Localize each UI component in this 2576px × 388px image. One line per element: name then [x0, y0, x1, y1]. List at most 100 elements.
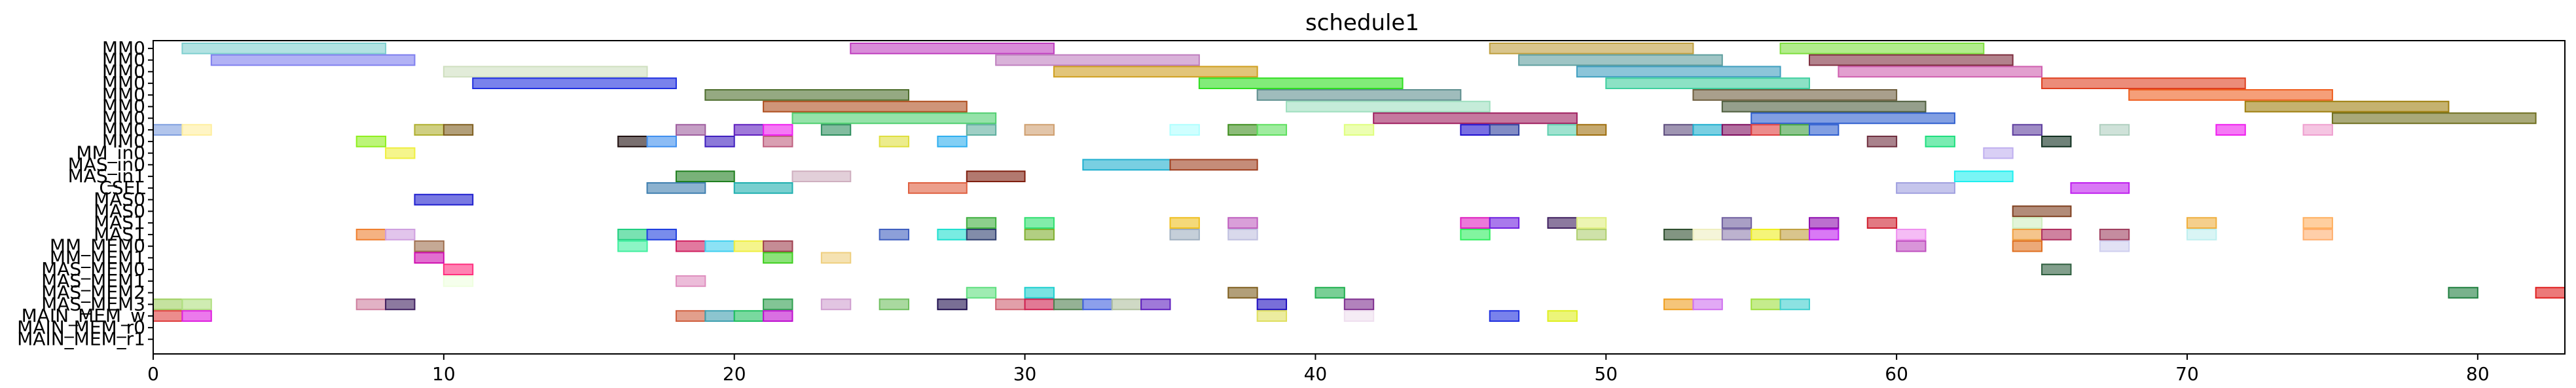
- task-bar: [2012, 240, 2043, 252]
- y-tick-label: MAS_in1: [68, 165, 145, 187]
- task-bar: [1547, 217, 1578, 229]
- task-bar: [1489, 217, 1520, 229]
- y-tick-label: MAIN_MEM_w: [22, 305, 145, 326]
- task-bar: [1227, 124, 1258, 136]
- task-bar: [1024, 298, 1055, 311]
- task-bar: [2012, 217, 2043, 229]
- task-bar: [2012, 205, 2072, 218]
- x-tick-label: 70: [2175, 363, 2199, 385]
- task-bar: [646, 229, 677, 241]
- task-bar: [2186, 229, 2217, 241]
- task-bar: [1925, 136, 1955, 147]
- task-bar: [1751, 229, 1781, 241]
- task-bar: [704, 136, 735, 147]
- task-bar: [414, 193, 474, 206]
- task-bar: [1343, 310, 1375, 322]
- task-bar: [2070, 182, 2130, 194]
- x-tick-label: 10: [432, 363, 456, 385]
- task-bar: [1896, 240, 1927, 252]
- task-bar: [2302, 217, 2333, 229]
- task-bar: [704, 89, 910, 101]
- task-bar: [763, 100, 968, 113]
- task-bar: [1489, 124, 1520, 136]
- task-bar: [1605, 77, 1810, 89]
- y-tick-label: MAS1: [94, 212, 145, 233]
- task-bar: [704, 240, 735, 252]
- x-tick-label: 40: [1304, 363, 1328, 385]
- task-bar: [1227, 217, 1258, 229]
- task-bar: [2128, 89, 2333, 101]
- task-bar: [355, 229, 387, 241]
- task-bar: [2244, 100, 2450, 113]
- task-bar: [2041, 136, 2072, 147]
- task-bar: [2186, 217, 2217, 229]
- row-labels: MM0MM0MM0MM0MM0MM0MM0MM0MM0MM_in0MAS_in0…: [17, 37, 153, 350]
- y-tick-label: MAS_MEM2: [41, 282, 145, 303]
- task-bar: [1576, 124, 1607, 136]
- task-bar: [733, 124, 765, 136]
- task-bar: [1256, 298, 1288, 311]
- task-bar: [763, 252, 793, 264]
- task-bar: [385, 298, 416, 311]
- task-bar: [1721, 124, 1752, 136]
- task-bar: [1169, 159, 1258, 171]
- task-bar: [791, 112, 997, 125]
- task-bar: [1169, 124, 1200, 136]
- task-bar: [820, 252, 852, 264]
- y-tick-label: MAS0: [94, 200, 145, 222]
- task-bar: [1692, 298, 1723, 311]
- task-bar: [733, 240, 765, 252]
- task-bar: [2099, 229, 2130, 241]
- task-bar: [2099, 240, 2130, 252]
- task-bar: [763, 136, 793, 147]
- task-bar: [966, 170, 1026, 182]
- task-bar: [937, 298, 968, 311]
- task-bar: [763, 124, 793, 136]
- task-bar: [995, 54, 1200, 66]
- task-bar: [181, 310, 212, 322]
- task-bar: [820, 124, 852, 136]
- task-bar: [820, 298, 852, 311]
- task-bar: [1953, 170, 2014, 182]
- task-bar: [966, 217, 997, 229]
- y-tick-label: MM_in0: [76, 142, 145, 164]
- y-tick-label: MAS_in0: [68, 153, 145, 175]
- x-tick-label: 30: [1013, 363, 1037, 385]
- task-bar: [1779, 229, 1810, 241]
- y-tick-label: MM0: [102, 107, 145, 128]
- task-bar: [1256, 89, 1462, 101]
- task-bar: [1460, 217, 1491, 229]
- task-bar: [1024, 229, 1055, 241]
- task-bar: [937, 229, 968, 241]
- task-bar: [1053, 298, 1084, 311]
- task-bar: [617, 229, 648, 241]
- task-bar: [1140, 298, 1171, 311]
- task-bar: [1518, 54, 1723, 66]
- task-bar: [1751, 112, 1955, 125]
- task-bar: [995, 298, 1026, 311]
- task-bar: [1460, 124, 1491, 136]
- task-bars: [153, 43, 2566, 322]
- task-bar: [1751, 124, 1781, 136]
- y-tick-label: MAS_MEM0: [41, 258, 145, 280]
- task-bar: [1315, 286, 1345, 299]
- task-bar: [2302, 229, 2333, 241]
- task-bar: [675, 170, 735, 182]
- x-tick-label: 20: [723, 363, 746, 385]
- task-bar: [2535, 286, 2566, 299]
- task-bar: [1866, 217, 1898, 229]
- task-bar: [908, 182, 968, 194]
- task-bar: [1692, 229, 1723, 241]
- task-bar: [2215, 124, 2246, 136]
- task-bar: [1227, 286, 1258, 299]
- task-bar: [879, 298, 910, 311]
- y-tick-label: MAIN_MEM_r1: [17, 328, 145, 350]
- task-bar: [181, 124, 212, 136]
- task-bar: [1576, 229, 1607, 241]
- task-bar: [153, 124, 183, 136]
- task-bar: [1082, 298, 1113, 311]
- task-bar: [1808, 54, 2014, 66]
- task-bar: [2012, 229, 2043, 241]
- task-bar: [1663, 229, 1694, 241]
- task-bar: [1286, 100, 1491, 113]
